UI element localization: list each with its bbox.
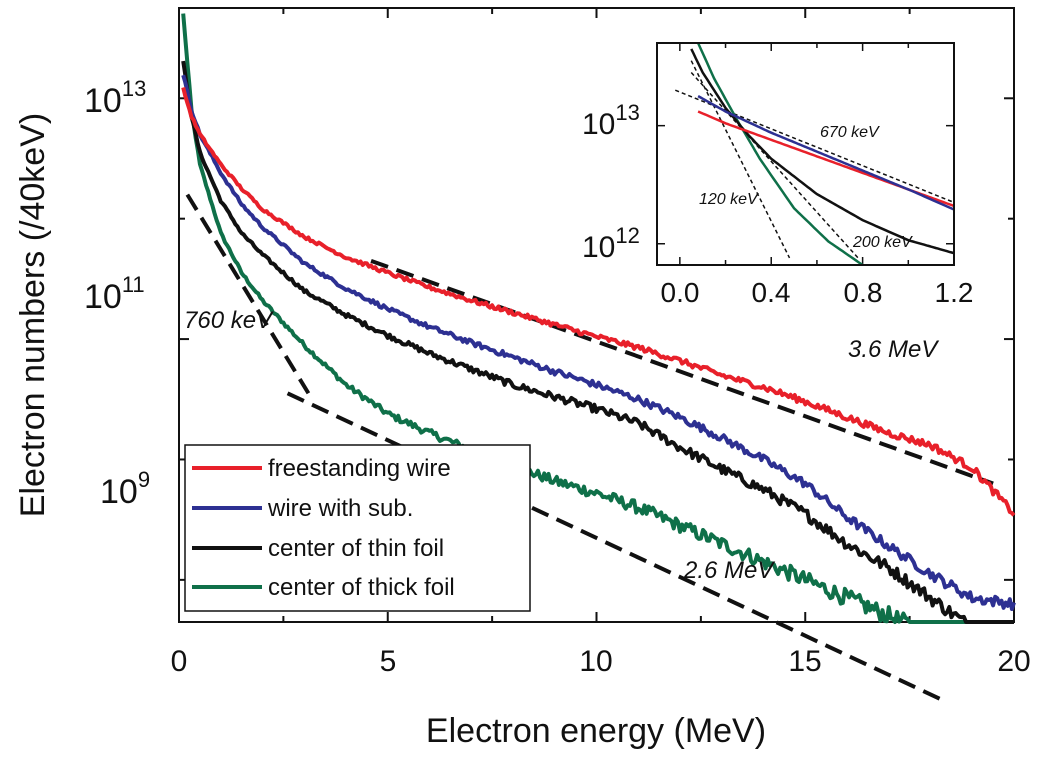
main-series bbox=[181, 13, 1016, 624]
y-tick-exponent: 13 bbox=[615, 100, 639, 125]
y-tick-exponent: 12 bbox=[615, 223, 639, 248]
fit-line-760-kev bbox=[185, 193, 311, 395]
series-line-center-of-thin-foil bbox=[181, 60, 1014, 624]
y-tick-base: 10 bbox=[100, 473, 138, 511]
y-tick-exponent: 11 bbox=[122, 272, 145, 297]
legend-label-thin-foil: center of thin foil bbox=[268, 535, 444, 562]
inset-series-line-wire-with-sub bbox=[697, 95, 955, 211]
series-line-wire-with-sub bbox=[181, 74, 1016, 611]
legend-label-wire-with-sub: wire with sub. bbox=[267, 495, 413, 522]
annotation-3-6mev: 3.6 MeV bbox=[848, 336, 939, 363]
x-tick-label: 0 bbox=[171, 645, 188, 678]
inset-annotation-120kev: 120 keV bbox=[699, 191, 759, 208]
y-tick-base: 10 bbox=[84, 278, 122, 316]
inset-series-line-center-of-thin-foil bbox=[690, 48, 955, 255]
y-tick-label: 1013 bbox=[84, 76, 146, 120]
annotation-2-6mev: 2.6 MeV bbox=[683, 557, 775, 584]
annotation-760kev: 760 keV bbox=[184, 307, 274, 334]
fit-line-3-6-mev bbox=[370, 258, 994, 486]
inset-x-tick-label: 0.0 bbox=[661, 277, 700, 308]
series-line-freestanding-wire bbox=[181, 87, 1016, 517]
inset-series bbox=[690, 42, 955, 267]
legend: freestanding wire wire with sub. center … bbox=[184, 444, 531, 612]
y-tick-base: 10 bbox=[84, 82, 122, 120]
x-tick-label: 10 bbox=[579, 645, 612, 678]
legend-label-thick-foil: center of thick foil bbox=[268, 574, 455, 601]
y-tick-exponent: 13 bbox=[122, 76, 146, 101]
y-tick-label: 109 bbox=[100, 467, 150, 511]
x-tick-label: 15 bbox=[788, 645, 821, 678]
y-tick-base: 10 bbox=[582, 108, 615, 141]
main-plot: 0 5 10 15 20 1013 1011 109 Electron ener… bbox=[14, 7, 1031, 750]
inset-y-tick-label: 1012 bbox=[582, 223, 640, 264]
inset-frame bbox=[656, 42, 955, 266]
series-line-center-of-thick-foil bbox=[181, 13, 1014, 624]
y-tick-base: 10 bbox=[582, 231, 615, 264]
inset-annotation-200kev: 200 keV bbox=[852, 234, 913, 251]
inset-x-tick-label: 0.4 bbox=[752, 277, 791, 308]
y-tick-label: 1011 bbox=[84, 272, 145, 316]
inset-series-line-center-of-thick-foil bbox=[696, 42, 864, 267]
x-tick-label: 20 bbox=[997, 645, 1030, 678]
legend-label-freestanding-wire: freestanding wire bbox=[268, 455, 451, 482]
inset-fit-line-120-kev bbox=[690, 60, 791, 259]
inset-plot: 0.0 0.4 0.8 1.2 1013 1012 670 keV 120 ke… bbox=[582, 42, 974, 308]
x-tick-label: 5 bbox=[380, 645, 397, 678]
y-axis-title: Electron numbers (/40keV) bbox=[14, 113, 52, 517]
inset-annotation-670kev: 670 keV bbox=[820, 124, 880, 141]
x-axis-title: Electron energy (MeV) bbox=[426, 712, 766, 750]
inset-background bbox=[657, 43, 954, 265]
inset-y-tick-label: 1013 bbox=[582, 100, 640, 141]
legend-box bbox=[184, 444, 531, 612]
inset-x-tick-label: 1.2 bbox=[935, 277, 974, 308]
y-tick-exponent: 9 bbox=[138, 467, 150, 492]
inset-x-tick-label: 0.8 bbox=[844, 277, 883, 308]
